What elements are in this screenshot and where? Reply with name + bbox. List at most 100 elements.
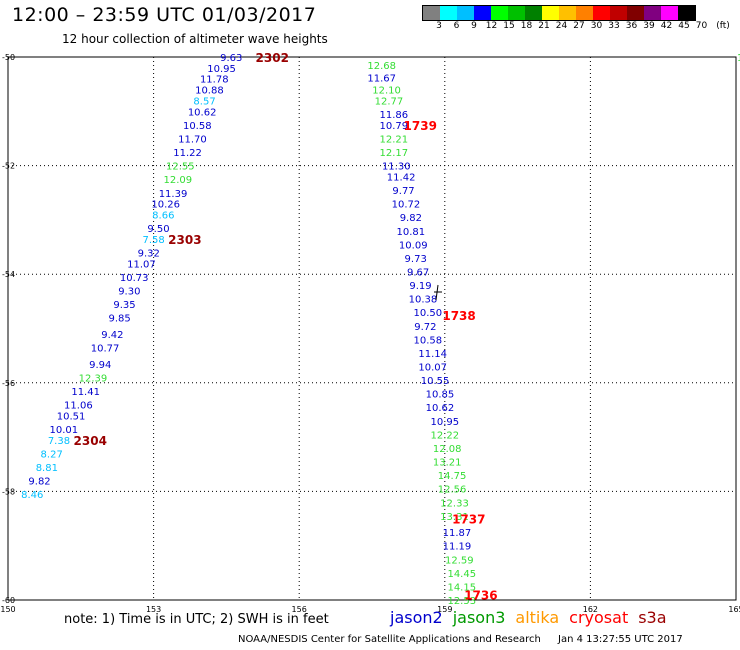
colorbar-label: 70 (695, 21, 708, 31)
colorbar-label: 18 (520, 21, 533, 31)
legend-altika: altika (515, 608, 560, 627)
lat-tick-label: -60 (2, 596, 15, 605)
map-frame (7, 56, 737, 601)
swh-value: 9.42 (101, 330, 123, 341)
swh-value: 14.75 (438, 471, 467, 482)
lat-tick-label: -50 (2, 53, 15, 62)
swh-value: 10.09 (399, 240, 428, 251)
footer-credit: NOAA/NESDIS Center for Satellite Applica… (238, 634, 697, 645)
satellite-legend: jason2 jason3 altika cryosat s3a (390, 608, 677, 627)
swh-value: 9.35 (113, 300, 135, 311)
swh-value: 12.09 (164, 175, 193, 186)
timestamp: Jan 4 13:27:55 UTC 2017 (558, 634, 683, 645)
swh-value: 10.79 (380, 121, 409, 132)
swh-value: 12.33 (440, 498, 469, 509)
swh-value: 9.30 (118, 286, 140, 297)
swh-value: 10.38 (409, 295, 438, 306)
legend-s3a: s3a (638, 608, 667, 627)
legend-cryosat: cryosat (569, 608, 629, 627)
swh-value: 7.38 (48, 436, 70, 447)
colorbar-label: 21 (538, 21, 550, 31)
swh-value: 10.50 (413, 308, 442, 319)
swh-value: 9.72 (414, 322, 436, 333)
colorbar-swatch (474, 6, 491, 20)
swh-value: 8.66 (152, 210, 174, 221)
swh-value: 11.19 (443, 542, 472, 553)
swh-value: 11.30 (382, 162, 411, 173)
swh-value: 13.31 (440, 512, 469, 523)
swh-value: 9.63 (220, 53, 242, 64)
swh-value: 9.94 (89, 360, 111, 371)
colorbar-label: 36 (625, 21, 638, 31)
swh-value: 10.62 (426, 403, 455, 414)
swh-value: 9.67 (407, 267, 429, 278)
swh-value: 12.22 (430, 430, 459, 441)
pass-time-label: 1738 (442, 309, 475, 323)
swh-value: 12.53 (447, 596, 476, 607)
swh-value: 8.81 (36, 463, 58, 474)
colorbar-swatch (627, 6, 644, 20)
swh-value: 12.55 (166, 162, 195, 173)
pass-time-label: 2304 (74, 434, 107, 448)
swh-value: 11.41 (71, 387, 100, 398)
pass-time-label: 2302 (256, 51, 289, 65)
colorbar-swatch (542, 6, 559, 20)
colorbar-swatch (576, 6, 593, 20)
colorbar-labels: 3 6 9 12 15 18 21 24 27 30 33 36 39 42 45 70 (ft) (422, 21, 740, 35)
swh-value: 11.86 (380, 110, 409, 121)
swh-value: 14.4 (737, 53, 740, 64)
swh-value: 12.10 (372, 86, 401, 97)
swh-value: 11.39 (159, 189, 188, 200)
lon-tick-label: 162 (583, 605, 598, 614)
swh-value: 10.55 (421, 376, 450, 387)
pass-time-label: 1739 (404, 119, 437, 133)
colorbar-label: 27 (573, 21, 585, 31)
colorbar-swatch (644, 6, 661, 20)
swh-value: 12.21 (380, 134, 409, 145)
swh-value: 10.95 (207, 64, 236, 75)
swh-value: 10.58 (183, 121, 212, 132)
swh-value: 9.77 (392, 186, 414, 197)
swh-value: 10.51 (57, 411, 86, 422)
lon-tick-label: 156 (292, 605, 307, 614)
colorbar-swatch (593, 6, 610, 20)
footer-note: note: 1) Time is in UTC; 2) SWH is in fe… (64, 612, 329, 627)
colorbar-label: 39 (643, 21, 655, 31)
swh-colorbar (422, 5, 696, 21)
swh-value: 11.70 (178, 134, 207, 145)
swh-value: 9.82 (28, 477, 50, 488)
colorbar-swatch (678, 6, 695, 20)
colorbar-label: 6 (453, 21, 460, 31)
swh-value: 11.67 (367, 74, 396, 85)
swh-value: 14.15 (447, 582, 476, 593)
swh-value: 10.85 (426, 390, 455, 401)
swh-value: 12.08 (433, 444, 462, 455)
swh-value: 10.77 (91, 344, 120, 355)
swh-value: 10.26 (151, 200, 180, 211)
colorbar-label: 9 (471, 21, 477, 31)
swh-value: 12.39 (79, 373, 108, 384)
mouse-cursor-icon (434, 284, 442, 301)
swh-value: 12.59 (445, 555, 474, 566)
colorbar-swatch (491, 6, 508, 20)
map-title: 12:00 – 23:59 UTC 01/03/2017 (12, 4, 317, 26)
swh-value: 10.58 (413, 335, 442, 346)
swh-value: 10.81 (397, 227, 426, 238)
colorbar-label: 30 (590, 21, 603, 31)
colorbar-label: 12 (485, 21, 498, 31)
map-subtitle: 12 hour collection of altimeter wave hei… (62, 32, 328, 46)
swh-value: 12.56 (438, 485, 467, 496)
colorbar-label: 42 (660, 21, 673, 31)
swh-value: 11.22 (173, 148, 202, 159)
swh-value: 10.72 (392, 200, 421, 211)
swh-value: 9.82 (400, 213, 422, 224)
swh-value: 8.57 (193, 96, 215, 107)
lon-tick-label: 150 (0, 605, 15, 614)
swh-value: 12.77 (375, 96, 404, 107)
map-ticks: 150 153 156 159 162 165 -50 -52 -54 -56 -58 -60 (0, 53, 740, 614)
colorbar-label: 15 (503, 21, 515, 31)
lon-tick-label: 165 (728, 605, 740, 614)
legend-jason3: jason3 (452, 608, 506, 627)
colorbar-label: 3 (436, 21, 442, 31)
